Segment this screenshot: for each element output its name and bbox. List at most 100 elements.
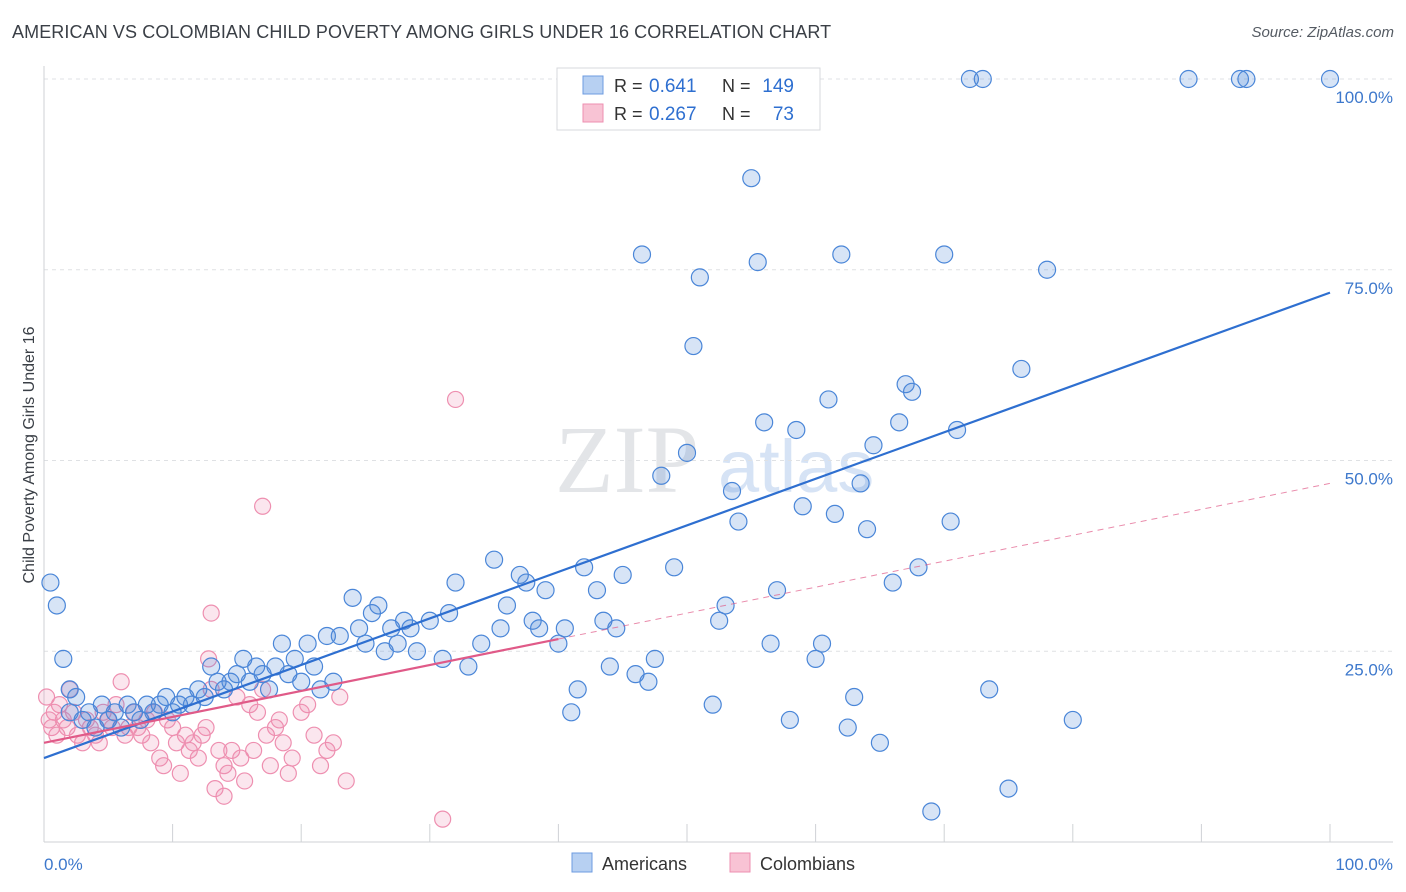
y-tick-label: 100.0% bbox=[1335, 88, 1393, 107]
americans-point bbox=[1179, 69, 1198, 89]
americans-point bbox=[710, 611, 729, 630]
colombians-point bbox=[311, 757, 330, 775]
colombians-point bbox=[189, 749, 207, 767]
americans-point bbox=[247, 657, 266, 676]
americans-point bbox=[896, 375, 915, 394]
americans-point bbox=[684, 336, 703, 356]
americans-point bbox=[208, 672, 227, 691]
americans-point bbox=[600, 657, 619, 676]
americans-point bbox=[433, 649, 452, 668]
americans-point bbox=[394, 611, 414, 630]
americans-point bbox=[857, 520, 877, 539]
colombians-n-value: 73 bbox=[773, 104, 794, 125]
americans-point bbox=[973, 69, 992, 89]
axes bbox=[43, 66, 1393, 843]
colombians-point bbox=[245, 741, 263, 760]
americans-point bbox=[851, 474, 870, 493]
americans-point bbox=[960, 69, 980, 89]
americans-point bbox=[324, 672, 343, 691]
americans-point bbox=[497, 596, 517, 615]
americans-point bbox=[349, 619, 369, 638]
colombians-point bbox=[446, 390, 465, 409]
americans-point bbox=[562, 703, 581, 722]
americans-point bbox=[755, 413, 774, 432]
americans-point bbox=[54, 649, 73, 668]
legend-americans-label: Americans bbox=[602, 854, 687, 874]
americans-point bbox=[485, 550, 504, 569]
americans-point bbox=[169, 695, 189, 714]
americans-point bbox=[690, 268, 709, 287]
americans-point bbox=[568, 680, 587, 699]
americans-point bbox=[292, 672, 311, 691]
americans-point bbox=[902, 382, 922, 401]
americans-point bbox=[202, 657, 221, 676]
legend: Americans Colombians bbox=[571, 852, 855, 874]
americans-point bbox=[883, 573, 902, 592]
americans-point bbox=[941, 512, 960, 531]
americans-point bbox=[761, 634, 780, 653]
americans-point bbox=[1012, 359, 1031, 379]
americans-point bbox=[864, 436, 883, 455]
colombians-r-label: R = bbox=[614, 104, 643, 124]
colombians-point bbox=[215, 787, 233, 805]
americans-point bbox=[587, 581, 607, 600]
colombians-point bbox=[37, 688, 56, 706]
americans-point bbox=[1037, 260, 1057, 279]
americans-point bbox=[935, 245, 954, 264]
americans-point bbox=[677, 443, 697, 462]
americans-swatch bbox=[582, 75, 604, 95]
y-tick-label: 75.0% bbox=[1345, 279, 1393, 298]
americans-point bbox=[510, 565, 529, 585]
americans-point bbox=[536, 581, 555, 600]
americans-point bbox=[317, 626, 337, 646]
americans-point bbox=[665, 558, 684, 577]
americans-point bbox=[999, 779, 1018, 798]
chart-title: AMERICAN VS COLOMBIAN CHILD POVERTY AMON… bbox=[12, 22, 832, 42]
americans-points bbox=[41, 69, 1340, 821]
americans-point bbox=[1230, 69, 1250, 89]
americans-r-label: R = bbox=[614, 76, 643, 96]
americans-point bbox=[922, 802, 941, 821]
americans-point bbox=[607, 619, 626, 638]
watermark-zip: ZIP bbox=[555, 406, 699, 513]
legend-colombians-swatch bbox=[729, 852, 751, 873]
americans-point bbox=[330, 626, 349, 646]
colombians-point bbox=[270, 711, 288, 729]
colombians-swatch bbox=[582, 103, 604, 123]
colombians-point bbox=[142, 734, 160, 752]
source-label: Source: ZipAtlas.com bbox=[1251, 24, 1394, 41]
colombians-point bbox=[210, 741, 228, 760]
colombians-point bbox=[274, 734, 292, 752]
americans-point bbox=[1320, 69, 1340, 89]
americans-point bbox=[362, 603, 382, 623]
americans-point bbox=[523, 611, 542, 630]
colombians-point bbox=[236, 772, 254, 790]
americans-n-value: 149 bbox=[762, 76, 794, 97]
americans-point bbox=[729, 512, 748, 531]
colombians-point bbox=[232, 749, 250, 767]
americans-point bbox=[812, 634, 832, 653]
gridlines bbox=[44, 78, 1393, 652]
americans-point bbox=[825, 504, 844, 524]
colombians-point bbox=[279, 764, 297, 782]
colombians-point bbox=[261, 757, 279, 775]
americans-point bbox=[890, 413, 909, 432]
x-tick-label-min: 0.0% bbox=[44, 855, 83, 874]
americans-point bbox=[388, 634, 407, 653]
americans-point bbox=[742, 169, 761, 188]
colombians-point bbox=[112, 673, 130, 691]
americans-n-label: N = bbox=[722, 76, 751, 96]
colombians-point bbox=[331, 688, 349, 706]
americans-point bbox=[189, 680, 208, 699]
americans-point bbox=[870, 733, 890, 752]
colombians-point bbox=[219, 764, 237, 782]
colombians-point bbox=[248, 703, 267, 721]
colombians-point bbox=[154, 757, 173, 775]
americans-point bbox=[137, 695, 156, 714]
americans-point bbox=[343, 588, 362, 607]
americans-point bbox=[369, 596, 388, 615]
americans-point bbox=[703, 695, 722, 714]
americans-point bbox=[118, 695, 137, 714]
americans-point bbox=[767, 581, 787, 600]
